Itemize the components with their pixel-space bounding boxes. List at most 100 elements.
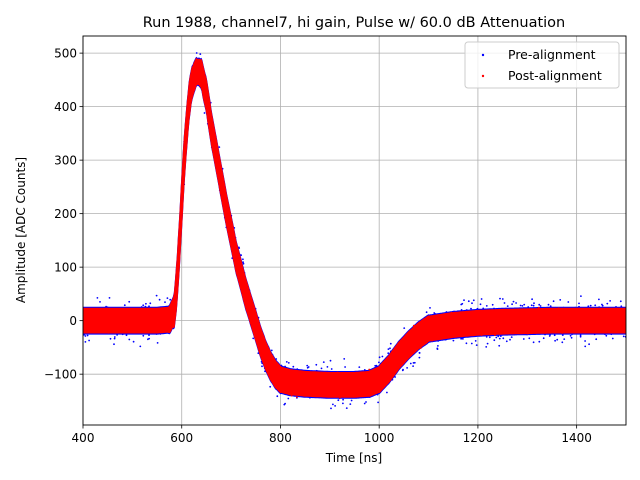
post-alignment-point	[280, 384, 283, 386]
post-alignment-point	[374, 371, 377, 374]
post-alignment-point	[188, 98, 191, 100]
pre-alignment-point	[166, 297, 169, 299]
pre-alignment-point	[491, 303, 494, 306]
pre-alignment-point	[164, 301, 166, 303]
post-alignment-point	[115, 311, 118, 314]
post-alignment-point	[442, 329, 445, 332]
post-alignment-point	[622, 311, 624, 314]
pre-alignment-point	[436, 347, 439, 350]
post-alignment-point	[492, 331, 494, 334]
pre-alignment-point	[460, 337, 463, 340]
pre-alignment-point	[605, 334, 608, 337]
pre-alignment-point	[337, 399, 340, 402]
post-alignment-point	[589, 325, 592, 327]
post-alignment-point	[340, 387, 342, 389]
post-alignment-point	[603, 325, 606, 328]
pre-alignment-point	[391, 378, 394, 381]
post-alignment-point	[553, 322, 556, 325]
post-alignment-point	[527, 314, 530, 317]
post-alignment-point	[283, 372, 285, 374]
post-alignment-point	[263, 355, 266, 358]
post-alignment-point	[606, 319, 609, 321]
post-alignment-point	[453, 328, 456, 331]
post-alignment-point	[198, 70, 201, 73]
post-alignment-point	[184, 147, 187, 150]
post-alignment-point	[132, 312, 134, 315]
post-alignment-point	[515, 313, 518, 316]
post-alignment-point	[322, 378, 325, 381]
post-alignment-point	[319, 383, 322, 386]
post-alignment-point	[446, 313, 449, 316]
post-alignment-point	[607, 324, 610, 327]
post-alignment-point	[518, 309, 521, 311]
pre-alignment-point	[515, 302, 517, 304]
post-alignment-point	[255, 325, 257, 328]
post-alignment-point	[132, 329, 135, 332]
post-alignment-point	[250, 318, 252, 320]
post-alignment-point	[448, 332, 451, 335]
pre-alignment-point	[199, 53, 202, 55]
post-alignment-point	[374, 377, 377, 380]
pre-alignment-point	[554, 339, 556, 342]
post-alignment-point	[449, 321, 451, 323]
pre-alignment-point	[615, 306, 617, 308]
post-alignment-point	[385, 366, 387, 369]
pre-alignment-point	[460, 303, 463, 306]
pre-alignment-point	[148, 305, 150, 308]
post-alignment-point	[450, 311, 453, 314]
pre-alignment-point	[378, 356, 381, 359]
pre-alignment-point	[418, 351, 421, 354]
post-alignment-point	[518, 322, 520, 325]
pre-alignment-point	[378, 361, 380, 364]
post-alignment-point	[237, 271, 239, 273]
post-alignment-point	[95, 307, 98, 310]
post-alignment-point	[296, 374, 298, 377]
post-alignment-point	[151, 317, 154, 319]
post-alignment-point	[177, 265, 180, 268]
pre-alignment-point	[593, 333, 596, 336]
pre-alignment-point	[559, 299, 562, 301]
pre-alignment-point	[84, 335, 87, 337]
pre-alignment-point	[498, 337, 501, 340]
post-alignment-point	[410, 350, 413, 353]
post-alignment-point	[107, 331, 110, 334]
pre-alignment-point	[326, 366, 329, 368]
post-alignment-point	[288, 371, 291, 373]
pre-alignment-point	[269, 385, 272, 388]
post-alignment-point	[105, 321, 108, 324]
post-alignment-point	[512, 329, 515, 332]
post-alignment-point	[537, 306, 540, 309]
post-alignment-point	[296, 396, 298, 398]
post-alignment-point	[219, 167, 221, 170]
post-alignment-point	[190, 75, 193, 78]
post-alignment-point	[310, 387, 313, 390]
post-alignment-point	[530, 324, 533, 326]
post-alignment-point	[201, 80, 204, 82]
post-alignment-point	[613, 319, 616, 321]
pre-alignment-point	[242, 261, 245, 264]
post-alignment-point	[320, 379, 322, 382]
post-alignment-point	[137, 329, 139, 332]
pre-alignment-point	[433, 312, 436, 314]
post-alignment-point	[433, 326, 435, 329]
post-alignment-point	[381, 369, 384, 371]
pre-alignment-point	[158, 298, 161, 301]
pre-alignment-point	[527, 306, 530, 308]
post-alignment-point	[353, 393, 356, 395]
pre-alignment-point	[284, 402, 286, 405]
pre-alignment-point	[412, 362, 415, 364]
post-alignment-point	[348, 380, 350, 383]
post-alignment-point	[116, 328, 119, 331]
pre-alignment-point	[252, 337, 255, 340]
pre-alignment-point	[510, 336, 513, 338]
pre-alignment-point	[113, 343, 115, 346]
post-alignment-point	[288, 375, 291, 378]
post-alignment-point	[248, 299, 250, 302]
post-alignment-point	[587, 317, 590, 320]
pre-alignment-point	[579, 334, 582, 337]
post-alignment-point	[479, 326, 482, 329]
post-alignment-point	[154, 323, 157, 325]
post-alignment-point	[123, 321, 125, 323]
pre-alignment-point	[609, 300, 611, 302]
